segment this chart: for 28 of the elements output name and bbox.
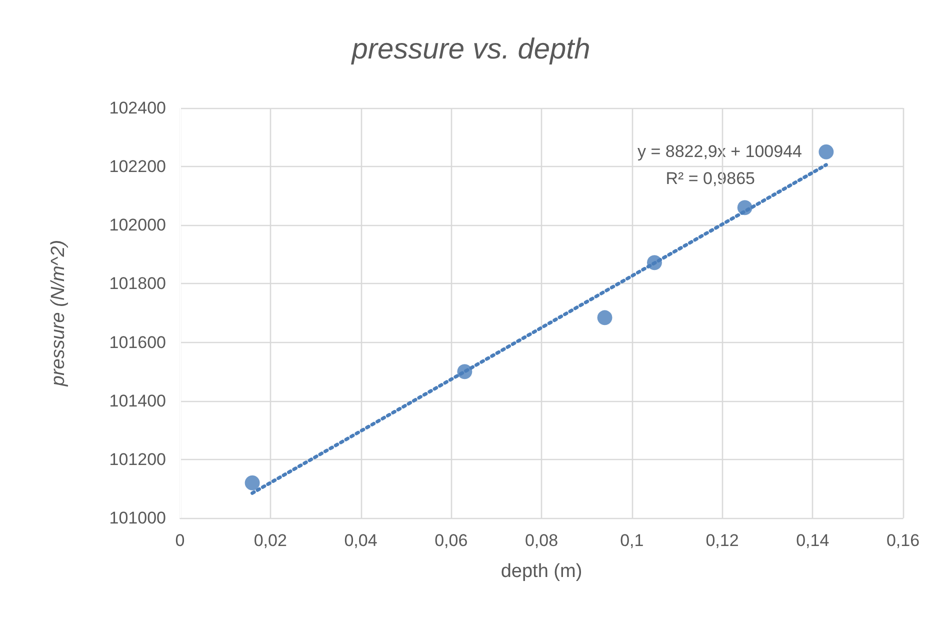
- chart-title: pressure vs. depth: [350, 34, 590, 66]
- annotation: y = 8822,9x + 100944: [638, 142, 802, 161]
- y-tick-label: 101200: [109, 450, 166, 469]
- point: [597, 310, 612, 326]
- y-tick-label: 101800: [109, 274, 166, 294]
- x-tick-label: 0: [175, 531, 185, 550]
- x-tick-label: 0,04: [344, 531, 378, 550]
- annotation: R² = 0,9865: [666, 169, 755, 188]
- x-axis-title: depth (m): [500, 561, 582, 582]
- y-tick-label: 102200: [109, 157, 166, 176]
- y-tick-label: 101000: [109, 508, 166, 528]
- point: [737, 200, 752, 216]
- x-tick-label: 0,16: [886, 531, 920, 550]
- y-tick-label: 102000: [109, 216, 166, 235]
- point: [457, 364, 472, 380]
- x-tick-label: 0,02: [254, 531, 287, 550]
- x-tick-label: 0,08: [524, 531, 558, 550]
- y-tick-label: 101600: [109, 332, 166, 352]
- point: [646, 255, 662, 270]
- x-tick-label: 0,06: [434, 531, 468, 550]
- point: [818, 144, 834, 160]
- x-tick-label: 0,1: [620, 531, 644, 550]
- y-tick-label: 101400: [109, 391, 166, 410]
- y-tick-label: 102400: [109, 98, 166, 118]
- x-tick-label: 0,12: [706, 531, 739, 550]
- y-axis-title: pressure (N/m^2): [48, 240, 69, 388]
- x-tick-label: 0,14: [796, 531, 830, 550]
- point: [244, 475, 260, 490]
